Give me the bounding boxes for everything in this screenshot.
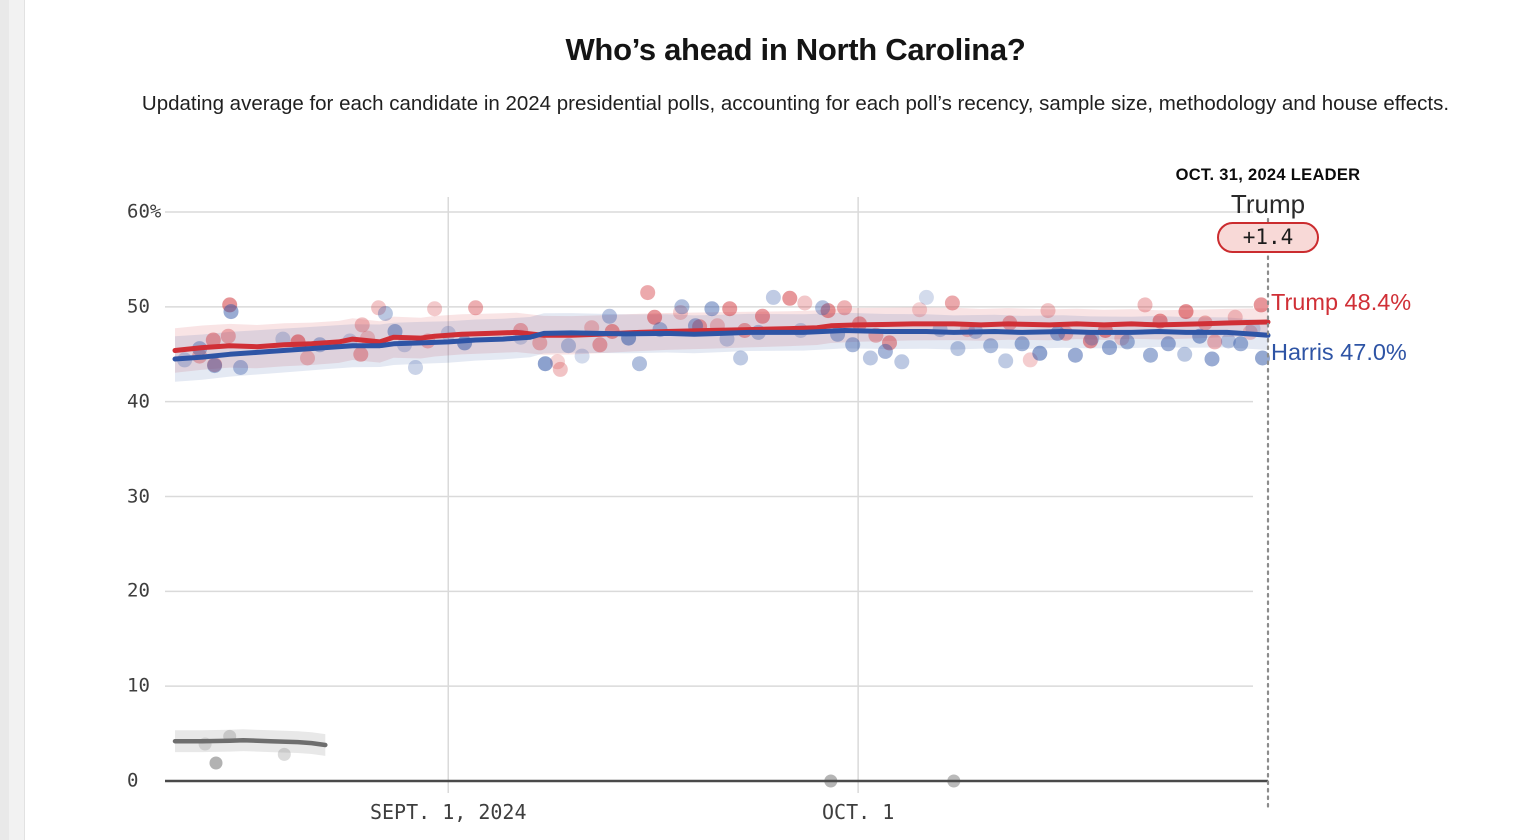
y-tick-label: 0 [127,769,139,792]
harris-line [172,328,1271,362]
y-tick-label: 50 [127,295,150,318]
y-tick-label: 40 [127,390,150,413]
y-tick-label: 10 [127,674,150,697]
leader-margin-badge: +1.4 [1216,222,1320,253]
harris-end-label: Harris 47.0% [1271,339,1407,365]
leader-heading: OCT. 31, 2024 LEADER [1175,166,1361,184]
x-tick-label: OCT. 1 [822,800,895,824]
leader-margin-wrap: +1.4 [1068,222,1468,253]
y-tick-label: 20 [127,579,150,602]
chart-subtitle: Updating average for each candidate in 2… [141,92,1450,115]
y-gridlines [165,211,1253,687]
leader-name: Trump [1230,189,1306,219]
y-tick-label: 30 [127,485,150,508]
page-title: Who’s ahead in North Carolina? [565,32,1026,67]
scrollbar-track[interactable] [0,0,25,840]
x-gridlines [447,197,859,793]
y-tick-label: 60% [127,200,162,223]
scrollbar-thumb[interactable] [0,0,9,840]
x-tick-label: SEPT. 1, 2024 [369,800,527,824]
kennedy-line [172,737,328,748]
trump-end-label: Trump 48.4% [1271,289,1412,315]
